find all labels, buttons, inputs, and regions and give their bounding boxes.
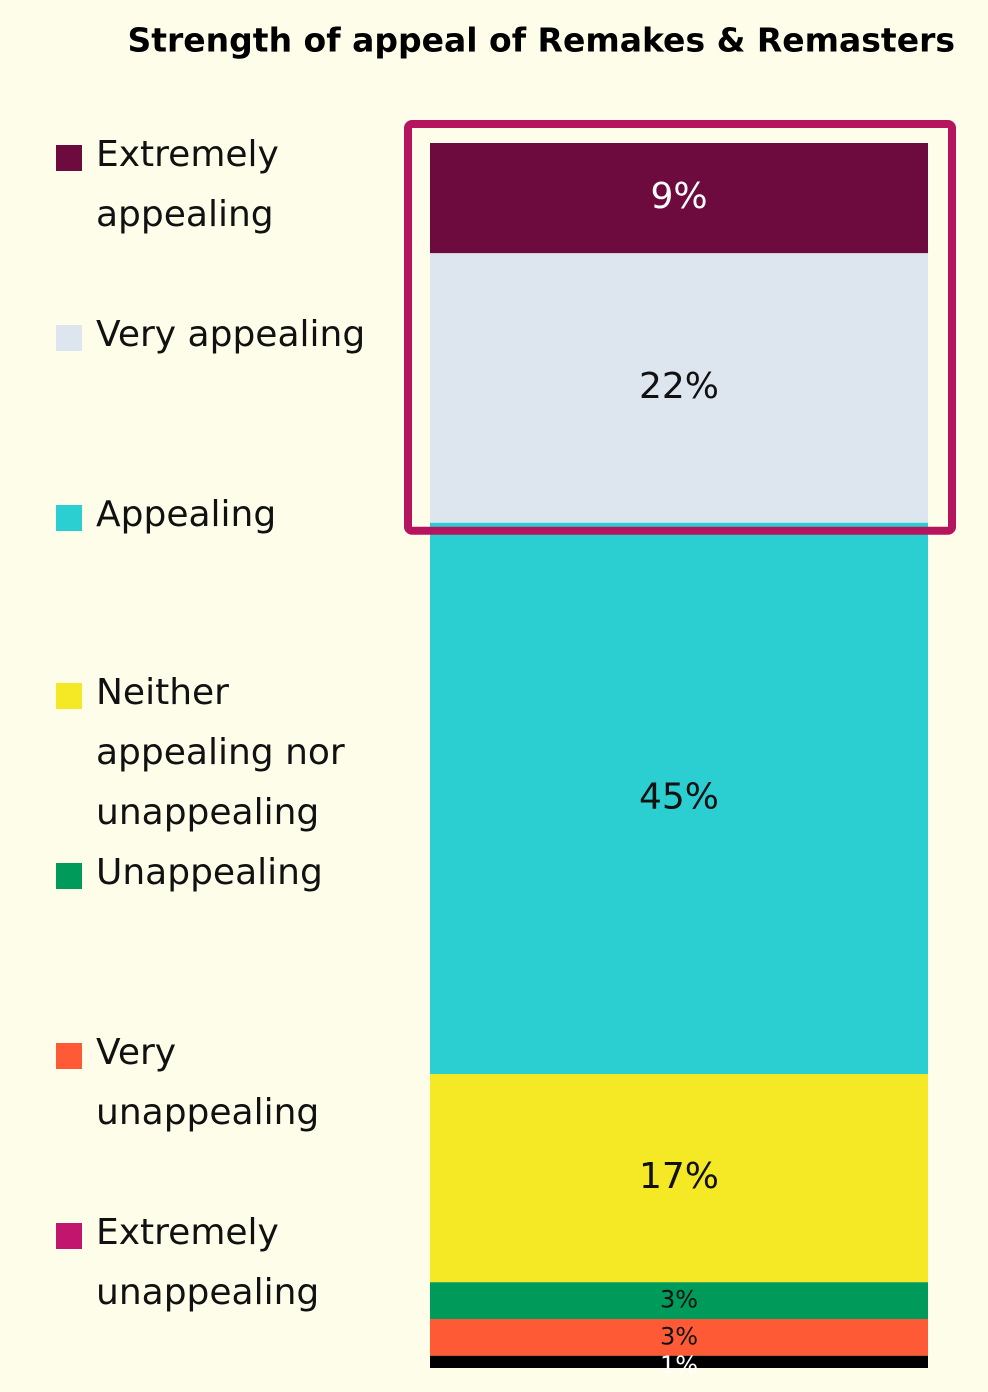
data-label: 1% bbox=[660, 1351, 698, 1379]
legend-label: Appealing bbox=[96, 494, 277, 535]
legend-item: Very appealing bbox=[56, 305, 376, 365]
bar-segment bbox=[430, 143, 928, 254]
legend-swatch bbox=[56, 1043, 82, 1069]
legend-swatch bbox=[56, 683, 82, 709]
legend-swatch bbox=[56, 505, 82, 531]
legend-label: Extremely appealing bbox=[96, 134, 279, 235]
bar-segment bbox=[430, 1355, 928, 1368]
highlight-box bbox=[404, 120, 956, 535]
bar-segment bbox=[430, 1319, 928, 1356]
legend-item: Appealing bbox=[56, 485, 376, 545]
bar-segment bbox=[430, 1074, 928, 1283]
legend-label: Unappealing bbox=[96, 852, 323, 893]
bar-segment bbox=[430, 522, 928, 1074]
legend-swatch bbox=[56, 325, 82, 351]
legend-item: Very unappealing bbox=[56, 1023, 376, 1143]
data-label: 3% bbox=[660, 1286, 698, 1314]
legend-swatch bbox=[56, 145, 82, 171]
bar-segment bbox=[430, 1282, 928, 1319]
data-label: 9% bbox=[650, 176, 707, 217]
legend-item: Unappealing bbox=[56, 843, 376, 903]
legend-label: Neither appealing nor unappealing bbox=[96, 672, 345, 833]
legend-item: Extremely unappealing bbox=[56, 1203, 376, 1323]
chart-title: Strength of appeal of Remakes & Remaster… bbox=[127, 21, 955, 60]
data-label: 17% bbox=[639, 1156, 719, 1197]
data-label: 22% bbox=[639, 366, 719, 407]
legend-label: Very unappealing bbox=[96, 1032, 320, 1133]
bar-segment bbox=[430, 253, 928, 523]
legend-label: Extremely unappealing bbox=[96, 1212, 320, 1313]
legend-swatch bbox=[56, 863, 82, 889]
data-label: 3% bbox=[660, 1322, 698, 1350]
legend-label: Very appealing bbox=[96, 314, 366, 355]
legend-item: Extremely appealing bbox=[56, 125, 376, 245]
legend-swatch bbox=[56, 1223, 82, 1249]
legend-item: Neither appealing nor unappealing bbox=[56, 663, 376, 843]
data-label: 45% bbox=[639, 776, 719, 817]
